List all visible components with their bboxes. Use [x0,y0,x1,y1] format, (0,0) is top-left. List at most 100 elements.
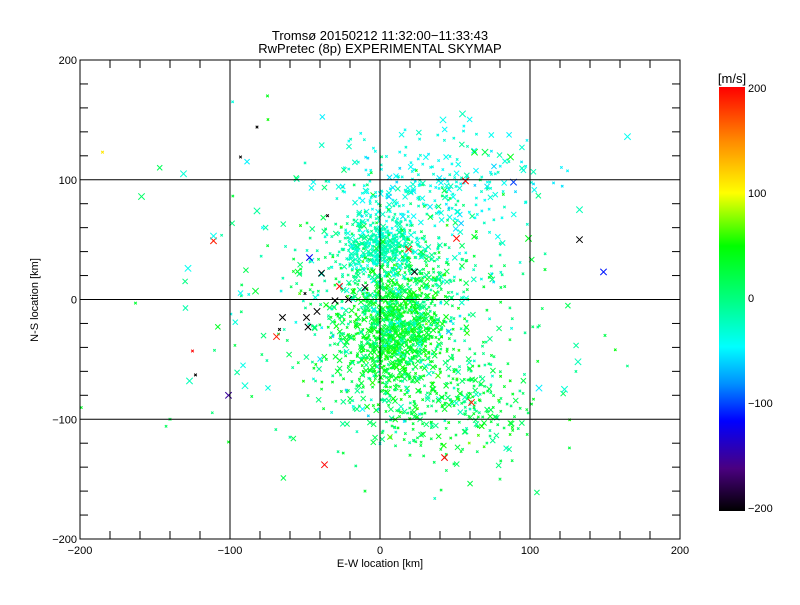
data-point [384,375,389,379]
data-point [381,262,385,266]
data-point [370,315,374,320]
data-point [485,308,489,312]
data-point [288,435,292,439]
data-points [79,94,632,501]
data-point [402,367,406,371]
data-point [455,157,459,161]
data-point [424,322,428,326]
data-point [452,386,456,390]
data-point [380,351,384,355]
data-point [363,489,367,493]
data-point [441,406,448,413]
data-point [488,428,492,433]
data-point [392,258,397,262]
data-point [303,306,307,310]
data-point [490,272,494,276]
data-point [452,404,456,408]
data-point [365,191,369,195]
data-point [364,168,368,172]
data-point [289,285,293,289]
data-point [237,290,244,297]
data-point [404,190,408,194]
data-point [450,304,454,308]
data-point [415,129,422,136]
data-point [454,433,458,437]
data-point [396,273,400,277]
data-point [443,294,447,298]
data-point [133,301,138,305]
data-point [319,302,323,307]
data-point [315,249,319,253]
data-point [325,233,329,237]
colorbar-label: [m/s] [718,71,746,86]
data-point [464,330,470,337]
data-point [361,267,365,271]
data-point [489,353,494,358]
data-point [341,451,345,455]
data-point [408,441,412,445]
data-point [364,281,368,285]
data-point [526,411,530,415]
data-point [376,320,380,324]
data-point [399,227,403,231]
data-point [424,393,431,400]
data-point [422,234,427,238]
data-point [398,250,402,254]
data-point [352,199,359,206]
data-point [498,477,502,481]
data-point [372,345,376,349]
data-point [321,184,328,191]
data-point [403,277,407,281]
y-tick-label: 200 [59,55,77,67]
data-point [417,276,422,280]
data-point [370,307,377,314]
data-point [518,389,522,393]
data-point [411,343,415,347]
data-point [404,303,408,307]
data-point [382,374,386,378]
data-point [445,365,452,372]
data-point [407,323,411,327]
data-point [466,116,473,123]
data-point [434,335,438,340]
data-point [456,306,461,310]
data-point [439,488,443,492]
data-point [359,350,363,354]
data-point [506,362,510,366]
data-point [516,426,520,431]
data-point-highlight [320,461,329,469]
data-point [427,326,431,331]
data-point [486,335,493,342]
data-point [382,313,386,317]
data-point [366,299,373,306]
data-point [319,113,326,120]
data-point [462,290,466,294]
data-point [357,299,364,305]
data-point [417,219,424,226]
data-point [450,206,454,210]
data-point [156,164,163,171]
data-point [458,220,465,227]
data-point [443,402,447,407]
data-point [384,241,388,245]
data-point [280,221,287,228]
data-point [423,421,430,428]
data-point [417,244,421,248]
data-point [402,419,406,424]
data-point [265,94,270,98]
data-point [398,379,403,383]
data-point [472,254,476,258]
data-point [318,142,325,149]
data-point [530,168,537,175]
data-point [403,128,407,132]
data-point [398,370,402,374]
data-point [316,257,321,261]
data-point [363,336,367,341]
data-point [489,391,493,395]
data-point [334,277,338,281]
data-point [266,244,270,248]
data-point [397,408,401,412]
data-point [434,205,438,209]
data-point [339,225,343,229]
data-point [421,422,425,426]
